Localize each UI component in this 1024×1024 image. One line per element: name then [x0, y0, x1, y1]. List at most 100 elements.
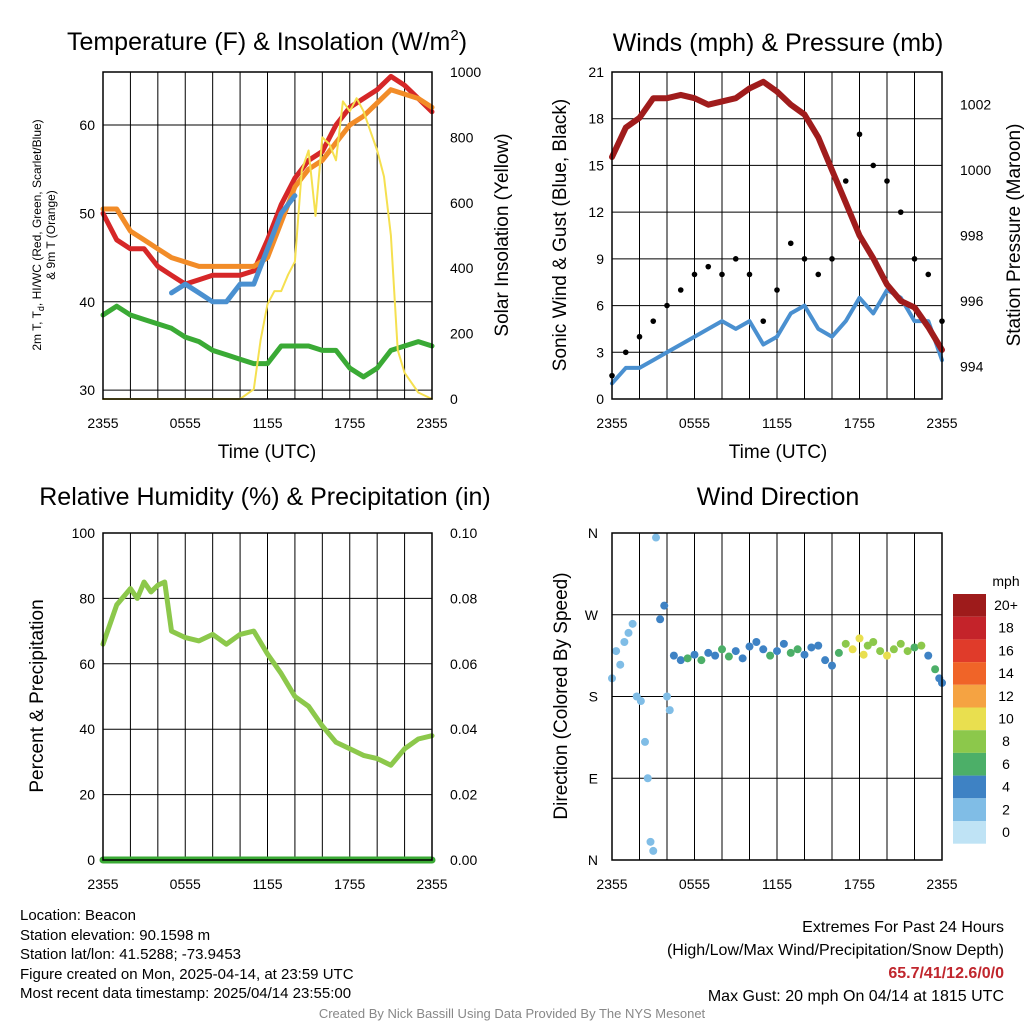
info-elevation: Station elevation: 90.1598 m	[20, 926, 211, 944]
direction-point	[859, 650, 868, 659]
direction-point	[636, 697, 645, 706]
credit-line: Created By Nick Bassill Using Data Provi…	[318, 1006, 706, 1021]
gust-point	[650, 318, 657, 324]
direction-point	[821, 656, 830, 665]
direction-point	[793, 645, 802, 654]
direction-point	[779, 639, 788, 648]
direction-point	[612, 647, 621, 656]
x-tick-label: 2355	[926, 415, 957, 431]
plot-border	[611, 71, 943, 400]
gust-point	[897, 209, 904, 215]
temp-ylabel-left: 2m T, Td, HI/WC (Red, Green, Scarlet/Blu…	[30, 119, 58, 350]
direction-point	[828, 661, 836, 670]
temp-series-3	[169, 193, 298, 305]
x-tick-label: 1155	[252, 415, 282, 431]
x-tick-label: 2355	[416, 415, 447, 431]
wind-ylabel-left: Sonic Wind & Gust (Blue, Black)	[550, 99, 571, 371]
direction-point	[786, 648, 795, 657]
y-tick-label: 0	[87, 852, 95, 868]
info-created: Figure created on Mon, 2025-04-14, at 23…	[20, 965, 354, 983]
gust-point	[746, 271, 753, 278]
y-tick-label: 40	[79, 294, 95, 310]
y2-tick-label: 200	[450, 326, 474, 342]
y-tick-label: W	[585, 607, 599, 623]
x-tick-label: 2355	[596, 415, 627, 431]
gust-point	[677, 287, 684, 293]
legend-label: 12	[998, 688, 1014, 704]
legend-label: 14	[998, 665, 1014, 681]
y-tick-label: 12	[588, 204, 604, 220]
rh-ylabel-left: Percent & Precipitation	[27, 599, 48, 792]
gust-point	[815, 271, 822, 278]
y2-tick-label: 600	[450, 195, 474, 211]
gust-point	[622, 349, 629, 356]
y2-tick-label: 1000	[450, 64, 481, 80]
direction-point	[624, 628, 633, 637]
direction-point	[683, 654, 692, 663]
direction-point	[896, 639, 905, 648]
y2-tick-label: 0.10	[450, 525, 477, 541]
direction-point	[731, 647, 740, 656]
dir-title: Wind Direction	[697, 483, 860, 511]
gust-point	[801, 256, 808, 262]
direction-point	[869, 638, 878, 646]
legend-swatch	[953, 798, 986, 821]
temp-series-4	[102, 97, 433, 400]
extremes-gust: Max Gust: 20 mph On 04/14 at 1815 UTC	[707, 988, 1004, 1005]
rh-series-0	[100, 579, 435, 768]
temp-series-0	[100, 73, 435, 287]
temp-series-1	[100, 87, 435, 269]
y-tick-label: S	[589, 689, 598, 705]
direction-point	[628, 619, 637, 628]
y2-tick-label: 400	[450, 260, 474, 276]
legend-swatch	[953, 752, 986, 776]
y-tick-label: 60	[79, 656, 95, 672]
direction-point	[641, 737, 649, 746]
direction-point	[669, 651, 678, 660]
direction-point	[738, 654, 747, 663]
temp-title: Temperature (F) & Insolation (W/m2)	[67, 27, 467, 56]
y2-tick-label: 0.02	[450, 787, 477, 803]
direction-point	[876, 647, 885, 656]
gust-point	[842, 178, 849, 184]
gust-point	[911, 256, 918, 262]
x-tick-label: 2355	[87, 415, 118, 431]
gust-point	[691, 271, 698, 278]
wind-series-0	[610, 288, 944, 386]
extremes-line1: Extremes For Past 24 Hours	[802, 919, 1004, 936]
direction-point	[745, 642, 754, 651]
direction-point	[752, 638, 761, 646]
x-tick-label: 2355	[416, 876, 447, 892]
wind-title: Winds (mph) & Pressure (mb)	[613, 29, 944, 57]
direction-point	[652, 533, 660, 542]
gust-point	[719, 271, 725, 278]
x-tick-label: 1755	[844, 876, 875, 892]
direction-point	[663, 692, 671, 701]
y-tick-label: 9	[596, 251, 604, 267]
direction-point	[643, 774, 652, 783]
y2-tick-label: 996	[960, 293, 984, 309]
legend-swatch	[953, 684, 986, 708]
wind-xlabel: Time (UTC)	[729, 442, 828, 463]
direction-point	[646, 837, 655, 846]
gust-point	[829, 256, 835, 262]
wind-ylabel-right: Station Pressure (Maroon)	[1004, 124, 1024, 347]
svg-text:2m T, Td, HI/WC (Red, Green, S: 2m T, Td, HI/WC (Red, Green, Scarlet/Blu…	[30, 119, 46, 350]
direction-point	[704, 648, 713, 657]
legend-label: 6	[1002, 756, 1010, 772]
gust-point	[925, 271, 932, 278]
x-tick-label: 2355	[596, 876, 627, 892]
direction-point	[841, 639, 850, 648]
direction-point	[665, 706, 674, 715]
y-tick-label: 20	[79, 787, 95, 803]
extremes-values: 65.7/41/12.6/0/0	[888, 965, 1004, 982]
direction-point	[903, 647, 912, 656]
y2-tick-label: 998	[960, 228, 984, 244]
x-tick-label: 2355	[926, 876, 957, 892]
wind-series-2	[609, 78, 945, 353]
x-tick-label: 2355	[87, 876, 118, 892]
x-tick-label: 0555	[679, 415, 710, 431]
direction-point	[676, 656, 685, 665]
gust-point	[664, 302, 670, 309]
direction-point	[883, 651, 891, 660]
